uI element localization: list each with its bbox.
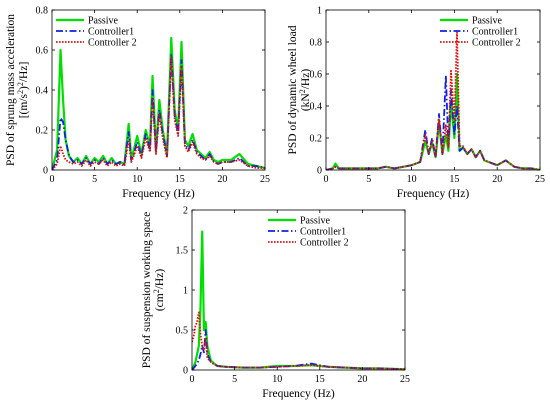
series-line-passive <box>52 36 265 170</box>
y-tick-label: 0 <box>43 166 48 177</box>
legend-entry: Controller1 <box>300 227 346 238</box>
y-tick-label: 0.4 <box>310 102 323 113</box>
y-tick-label: 0.6 <box>36 46 49 57</box>
axes-box <box>51 9 266 171</box>
legend-entry: Controller 2 <box>88 38 137 49</box>
y-tick-label: 0.6 <box>310 70 323 81</box>
y-tick-label: 0.2 <box>310 134 323 145</box>
y-axis-label: PSD of dynamic wheel load(kN2/Hz) <box>287 25 312 154</box>
legend-entry: Controller 2 <box>300 238 349 249</box>
x-tick-label: 15 <box>449 174 459 185</box>
x-tick-label: 0 <box>324 174 329 185</box>
chart-panel-3: 0 5 10 15 20 25 0 0.5 1 1.5 2 Frequency (Hz) PSD of … <box>141 206 410 401</box>
y-tick-label: 0.5 <box>176 326 189 337</box>
x-tick-label: 15 <box>315 374 325 385</box>
x-tick-label: 5 <box>232 374 237 385</box>
x-tick-label: 20 <box>357 374 367 385</box>
legend-entry: Controller1 <box>88 27 134 38</box>
x-tick-label: 20 <box>492 174 502 185</box>
y-tick-label: 1 <box>317 6 322 17</box>
x-tick-label: 0 <box>50 174 55 185</box>
series-line-controller1 <box>192 329 405 370</box>
legend-entry: Controller 2 <box>472 38 521 49</box>
x-tick-label: 25 <box>400 374 410 385</box>
x-tick-label: 10 <box>407 174 417 185</box>
y-axis-label: PSD of sprung mass acceleration[(m/s2)2/… <box>5 14 30 166</box>
y-tick-label: 0 <box>317 166 322 177</box>
legend-entry: Passive <box>300 216 331 227</box>
y-tick-label: 0.2 <box>36 126 49 137</box>
x-axis-label: Frequency (Hz) <box>397 188 470 200</box>
chart-panel-2: 0 5 10 15 20 25 0 0.2 0.4 0.6 0.8 1 Frequency (Hz) PS… <box>287 6 545 201</box>
series-line-passive <box>326 72 540 170</box>
x-tick-label: 10 <box>132 174 142 185</box>
y-tick-label: 0.4 <box>36 86 49 97</box>
x-axis-label: Frequency (Hz) <box>122 188 195 200</box>
x-tick-label: 20 <box>217 174 227 185</box>
x-tick-label: 10 <box>272 374 282 385</box>
y-tick-label: 1 <box>183 286 188 297</box>
chart-panel-1: 0 5 10 15 20 25 0 0.2 0.4 0.6 0.8 Frequency (Hz) PSD… <box>5 6 270 201</box>
series-line-controller-2 <box>52 57 265 170</box>
legend-entry: Passive <box>88 16 119 27</box>
series-line-controller1 <box>326 74 540 170</box>
y-tick-label: 0.8 <box>36 6 49 17</box>
x-tick-label: 15 <box>175 174 185 185</box>
series-line-controller-2 <box>192 311 405 370</box>
series-line-passive <box>192 230 405 370</box>
x-tick-label: 5 <box>366 174 371 185</box>
x-axis-label: Frequency (Hz) <box>262 388 335 400</box>
series-line-controller-2 <box>326 31 540 170</box>
legend-entry: Controller1 <box>472 27 518 38</box>
y-tick-label: 0.8 <box>310 38 323 49</box>
x-tick-label: 0 <box>190 374 195 385</box>
legend-entry: Passive <box>472 16 503 27</box>
y-tick-label: 0 <box>183 366 188 377</box>
axes-box <box>325 9 541 171</box>
x-tick-label: 25 <box>535 174 545 185</box>
x-tick-label: 5 <box>92 174 97 185</box>
y-tick-label: 2 <box>183 206 188 217</box>
y-axis-label: PSD of suspension working space(cm2/Hz) <box>141 212 166 369</box>
x-tick-label: 25 <box>260 174 270 185</box>
y-tick-label: 1.5 <box>176 246 189 257</box>
axes-box <box>191 209 406 371</box>
